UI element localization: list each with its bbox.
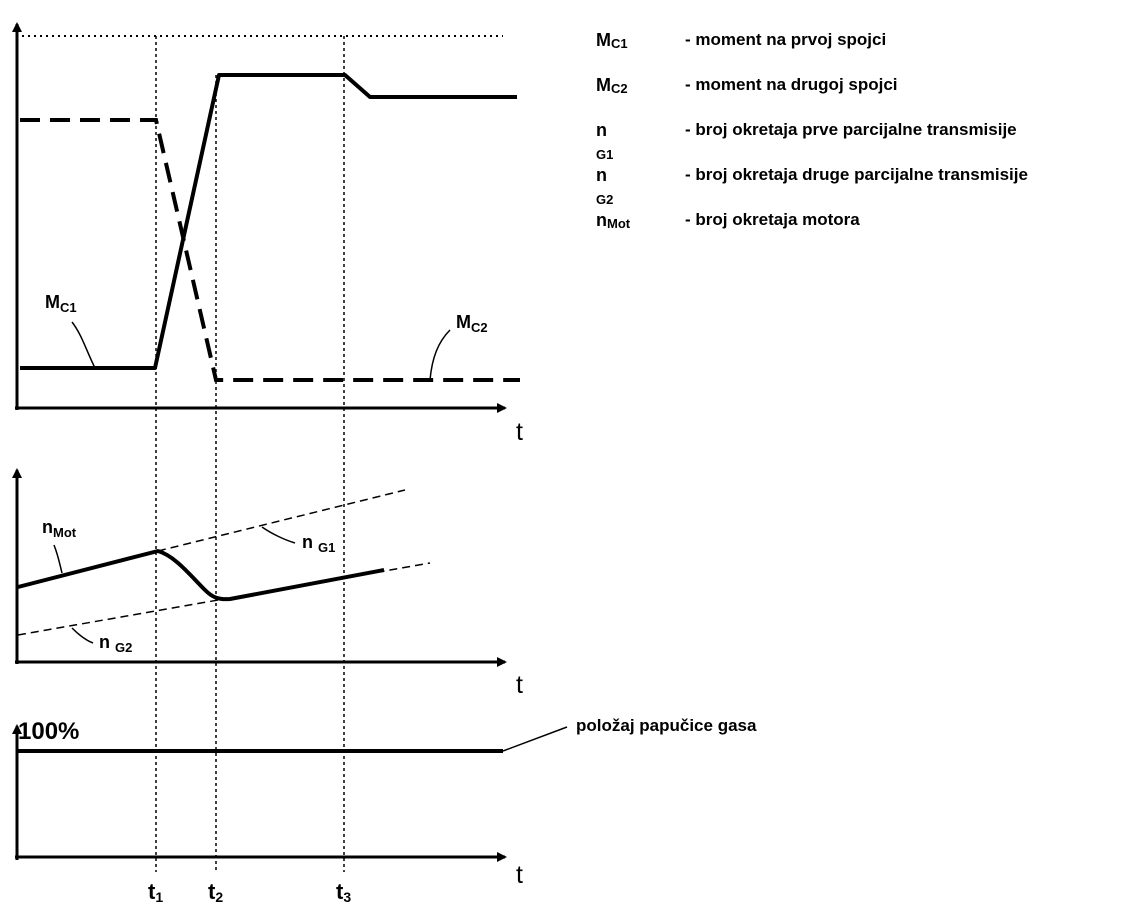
pedal-100-label: 100% [18, 718, 79, 745]
speed-graph: t nMot n G1 n G2 [12, 468, 523, 699]
legend-symbol: n G1 [596, 120, 614, 162]
t3-label: t3 [336, 879, 351, 902]
legend-symbol: nMot [596, 210, 631, 231]
pedal-graph: t 100% položaj papučice gasa [12, 716, 757, 889]
pedal-caption-leader [502, 726, 568, 752]
mc1-label: MC1 [45, 292, 77, 315]
mc2-curve [20, 118, 520, 382]
legend-description: - broj okretaja prve parcijalne transmis… [685, 120, 1017, 139]
ng2-label: n G2 [99, 632, 132, 655]
mc2-leader [429, 329, 451, 381]
pedal-t-axis-label: t [516, 861, 523, 889]
legend-description: - broj okretaja druge parcijalne transmi… [685, 165, 1028, 184]
t2-label: t2 [208, 879, 223, 902]
speed-t-axis-label: t [516, 671, 523, 699]
legend-symbol: MC1 [596, 30, 628, 51]
mc1-curve [20, 73, 517, 370]
ng2-leader [71, 627, 94, 644]
legend-symbol: MC2 [596, 75, 628, 96]
mc2-label: MC2 [456, 312, 488, 335]
torque-t-axis-label: t [516, 418, 523, 446]
t1-label: t1 [148, 879, 163, 902]
nmot-curve [17, 549, 385, 602]
nmot-leader [53, 544, 63, 574]
ng1-leader [261, 526, 296, 544]
mc1-leader [71, 321, 96, 369]
legend-description: - broj okretaja motora [685, 210, 860, 229]
legend-symbol: n G2 [596, 165, 614, 207]
legend-description: - moment na prvoj spojci [685, 30, 887, 49]
legend-description: - moment na drugoj spojci [685, 75, 898, 94]
nmot-label: nMot [42, 517, 77, 540]
pedal-caption: položaj papučice gasa [576, 716, 757, 735]
ng1-label: n G1 [302, 532, 335, 555]
ng1-curve [157, 489, 406, 552]
torque-graph: t MC1 MC2 [12, 22, 523, 446]
